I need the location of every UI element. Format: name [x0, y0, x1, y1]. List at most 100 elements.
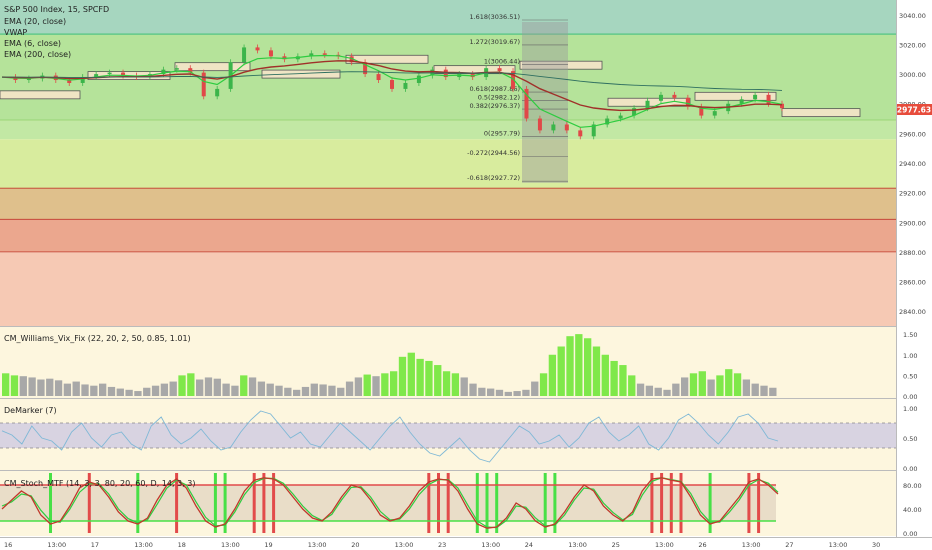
- x-tick: 17: [91, 541, 99, 549]
- vix-bar: [257, 381, 266, 396]
- x-tick: 16: [4, 541, 12, 549]
- vix-bar: [707, 379, 715, 396]
- y-tick: 3000.00: [899, 71, 926, 79]
- vix-bar: [469, 383, 477, 396]
- legend-ema200: EMA (200, close): [4, 50, 71, 59]
- candle-body: [376, 74, 381, 81]
- sr-box: [519, 60, 603, 70]
- vix-bar: [134, 391, 142, 396]
- candle-body: [363, 62, 368, 75]
- x-tick: 30: [872, 541, 880, 549]
- stoch-pane[interactable]: CM_Stoch_MTF (14, 3, 3, 80, 20, 60, D, 1…: [0, 471, 896, 536]
- stoch-green-marker: [136, 473, 140, 533]
- vix-bar: [293, 389, 301, 396]
- candle-body: [322, 53, 327, 55]
- y-tick: 2920.00: [899, 190, 926, 198]
- stoch-red-marker: [252, 473, 256, 533]
- price-zone: [0, 139, 896, 189]
- x-tick: 20: [351, 541, 359, 549]
- candle-body: [215, 88, 220, 97]
- candle-body: [282, 56, 287, 60]
- time-axis[interactable]: 16 13:00 17 13:00 18 13:00 19 13:00 20 13:00 23 13:…: [0, 537, 932, 550]
- y-tick: 2860.00: [899, 279, 926, 287]
- x-tick: 19: [264, 541, 272, 549]
- vix-bar: [407, 352, 415, 396]
- candle-body: [632, 108, 637, 116]
- vix-bar: [663, 389, 671, 396]
- vix-bar: [46, 378, 54, 396]
- price-legend: S&P 500 Index, 15, SPCFD EMA (20, close)…: [4, 5, 109, 59]
- vix-bar: [354, 377, 363, 396]
- vix-bar: [495, 389, 504, 396]
- vix-bar: [592, 346, 601, 396]
- candle-body: [416, 75, 421, 83]
- vix-bar: [187, 373, 195, 396]
- vix-bar: [301, 386, 310, 396]
- sr-box: [694, 91, 777, 101]
- vix-bar: [143, 387, 151, 396]
- vix-bar: [63, 383, 72, 396]
- price-zone: [0, 120, 896, 140]
- vix-bar: [451, 373, 460, 396]
- sr-box: [174, 62, 251, 72]
- vix-bar: [363, 374, 371, 396]
- dem-tick: 0.00: [903, 465, 917, 473]
- vix-bar: [381, 373, 389, 396]
- x-tick: 13:00: [47, 541, 66, 549]
- vix-tick: 1.50: [903, 331, 917, 339]
- vix-bar: [584, 338, 592, 396]
- vix-fix-pane[interactable]: CM_Williams_Vix_Fix (22, 20, 2, 50, 0.85…: [0, 327, 896, 398]
- stoch-red-marker: [272, 473, 276, 533]
- price-pane[interactable]: 1.618(3036.51) 1.272(3019.67) 1(3006.44) 0.…: [0, 0, 896, 326]
- vix-bar: [345, 381, 354, 396]
- stoch-red-marker: [446, 473, 450, 533]
- stoch-red-marker: [427, 473, 431, 533]
- stoch-green-marker: [553, 473, 557, 533]
- fib-label: 1.618(3036.51): [469, 13, 520, 21]
- time-axis-bg: [0, 537, 932, 550]
- stoch-red-marker: [747, 473, 751, 533]
- stoch-red-marker: [660, 473, 664, 533]
- price-axis[interactable]: 3040.003020.003000.002980.002960.002940.…: [896, 0, 932, 538]
- candle-body: [309, 53, 314, 57]
- vix-bar: [601, 354, 609, 396]
- vix-bar: [654, 387, 662, 396]
- vix-bar: [504, 391, 512, 396]
- candle-body: [174, 68, 179, 70]
- vix-bar: [548, 354, 557, 396]
- vix-bar: [742, 379, 751, 396]
- sr-box: [261, 69, 341, 79]
- stoch-tick: 40.00: [903, 506, 922, 514]
- stoch-green-marker: [543, 473, 547, 533]
- vix-bar: [28, 377, 36, 396]
- vix-bar: [716, 375, 724, 396]
- candle-body: [511, 71, 516, 89]
- vix-bar: [672, 383, 680, 396]
- stoch-markers: [49, 473, 761, 533]
- vix-tick: 0.00: [903, 393, 917, 401]
- candle-body: [107, 72, 112, 75]
- x-tick: 27: [785, 541, 793, 549]
- candle-body: [403, 82, 408, 89]
- stoch-red-marker: [87, 473, 91, 533]
- vix-bar: [390, 371, 398, 396]
- vix-bar: [213, 378, 221, 396]
- vix-bar: [487, 388, 495, 396]
- fib-range-box: [522, 22, 568, 183]
- stoch-green-marker: [485, 473, 489, 533]
- vix-title: CM_Williams_Vix_Fix (22, 20, 2, 50, 0.85…: [4, 334, 191, 343]
- vix-bar: [231, 385, 239, 396]
- fib-label: 1(3006.44): [484, 58, 520, 66]
- vix-bar: [760, 385, 768, 396]
- price-zone: [0, 188, 896, 220]
- sr-box: [0, 90, 81, 100]
- candle-body: [121, 72, 126, 76]
- demarker-pane[interactable]: DeMarker (7): [0, 399, 896, 470]
- price-zone: [0, 219, 896, 252]
- vix-bar: [248, 377, 257, 396]
- x-tick: 13:00: [568, 541, 587, 549]
- vix-bar: [628, 375, 636, 396]
- price-zone: [0, 251, 896, 326]
- x-tick: 18: [178, 541, 186, 549]
